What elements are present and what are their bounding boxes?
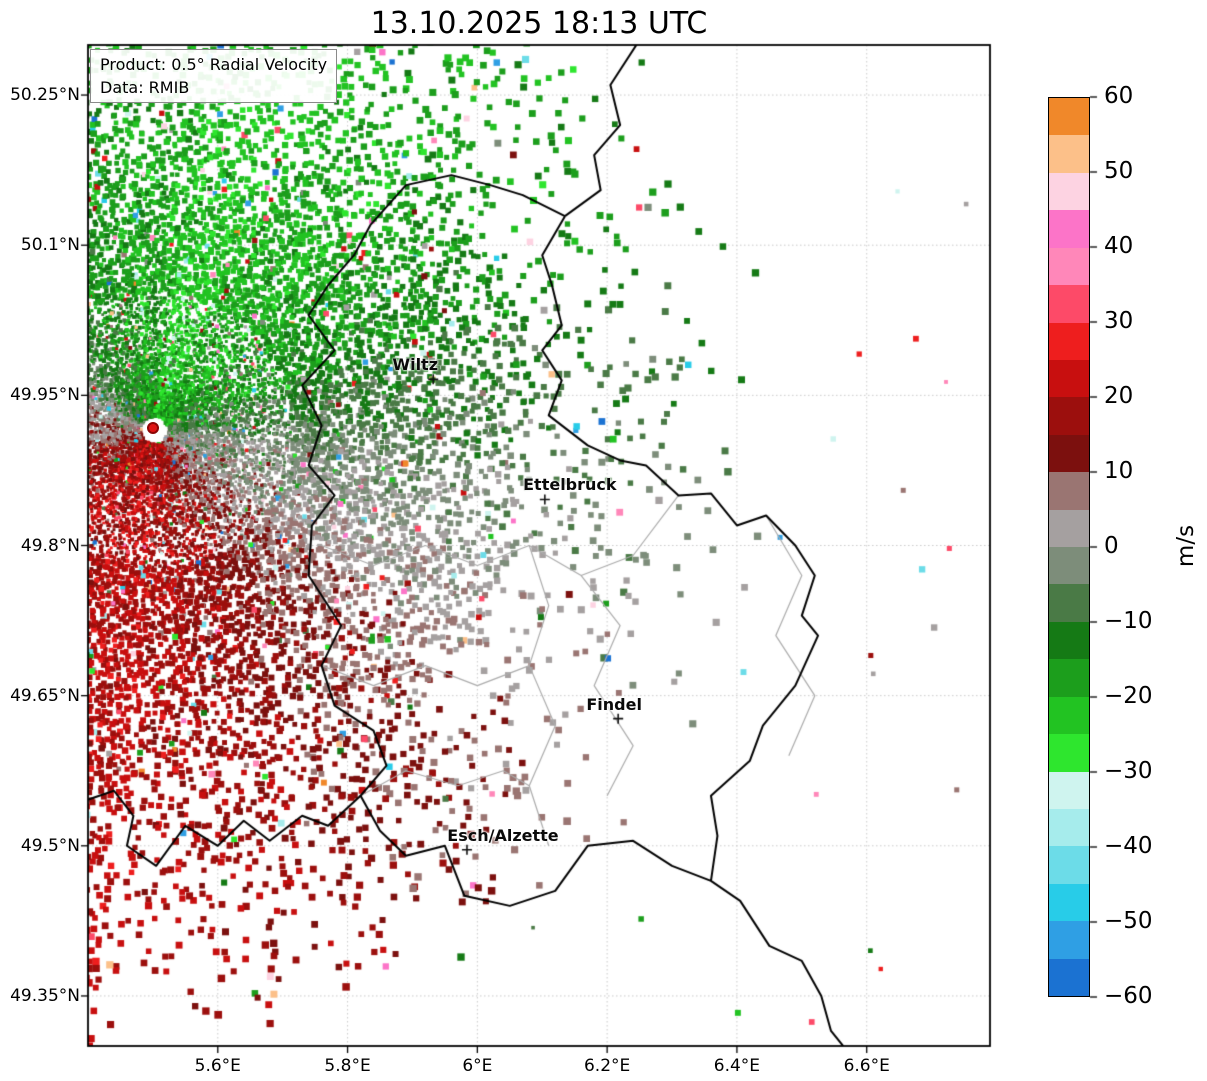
x-tick-label: 6.4°E <box>713 1056 761 1076</box>
colorbar-unit-label: m/s <box>1173 524 1199 568</box>
colorbar-tick-label: 0 <box>1104 533 1119 559</box>
colorbar-segments <box>1049 98 1089 997</box>
colorbar-segment <box>1049 921 1089 959</box>
colorbar-segment <box>1049 247 1089 286</box>
colorbar-segment <box>1049 397 1089 435</box>
x-tick-label: 6°E <box>462 1056 493 1076</box>
colorbar-segment <box>1049 547 1089 585</box>
colorbar-segment <box>1049 135 1089 173</box>
y-tick-label: 49.8°N <box>20 535 80 556</box>
figure-title: 13.10.2025 18:13 UTC <box>370 6 708 41</box>
colorbar-segment <box>1049 958 1089 997</box>
y-tick-label: 49.5°N <box>20 835 80 856</box>
colorbar-tick-label: 50 <box>1104 158 1134 184</box>
colorbar-tick-label: −50 <box>1104 908 1153 934</box>
colorbar-tick-label: −10 <box>1104 608 1153 634</box>
product-label: Product: 0.5° Radial Velocity <box>100 55 328 74</box>
colorbar-segment <box>1049 809 1089 847</box>
colorbar-segment <box>1049 434 1089 473</box>
colorbar-tick-label: −30 <box>1104 758 1153 784</box>
x-tick-label: 5.6°E <box>194 1056 241 1076</box>
colorbar-segment <box>1049 285 1089 323</box>
colorbar <box>1048 97 1090 997</box>
colorbar-segment <box>1049 98 1089 136</box>
colorbar-tick-label: 40 <box>1104 233 1134 259</box>
colorbar-tick-label: 10 <box>1104 458 1134 484</box>
city-label: Esch/Alzette <box>447 825 559 845</box>
product-info-box: Product: 0.5° Radial Velocity Data: RMIB <box>90 49 338 104</box>
colorbar-segment <box>1049 696 1089 735</box>
colorbar-tick-label: −60 <box>1104 983 1153 1009</box>
city-label: Wiltz <box>392 355 439 375</box>
y-tick-label: 50.25°N <box>10 85 80 106</box>
colorbar-tick-label: 60 <box>1104 83 1134 109</box>
colorbar-segment <box>1049 509 1089 548</box>
colorbar-segment <box>1049 621 1089 660</box>
colorbar-segment <box>1049 210 1089 248</box>
y-tick-label: 49.95°N <box>10 385 80 406</box>
city-label: Findel <box>586 694 642 714</box>
x-tick-label: 6.6°E <box>843 1056 890 1076</box>
colorbar-segment <box>1049 771 1089 810</box>
colorbar-tick-label: 30 <box>1104 308 1134 334</box>
y-tick-label: 50.1°N <box>20 235 80 256</box>
x-tick-label: 6.2°E <box>583 1056 631 1076</box>
colorbar-segment <box>1049 883 1089 922</box>
colorbar-segment <box>1049 584 1089 622</box>
x-tick-label: 5.8°E <box>324 1056 371 1076</box>
data-source-label: Data: RMIB <box>100 78 190 98</box>
colorbar-segment <box>1049 359 1089 398</box>
colorbar-segment <box>1049 846 1089 884</box>
colorbar-tick-label: 20 <box>1104 383 1134 409</box>
y-tick-label: 49.35°N <box>10 985 80 1006</box>
colorbar-segment <box>1049 472 1089 510</box>
colorbar-segment <box>1049 172 1089 211</box>
colorbar-segment <box>1049 322 1089 360</box>
radar-site-marker <box>146 422 159 435</box>
colorbar-tick-label: −20 <box>1104 683 1153 709</box>
city-label: Ettelbruck <box>523 475 617 495</box>
colorbar-segment <box>1049 659 1089 697</box>
colorbar-tick-label: −40 <box>1104 833 1153 859</box>
y-tick-label: 49.65°N <box>10 685 80 706</box>
colorbar-segment <box>1049 734 1089 772</box>
